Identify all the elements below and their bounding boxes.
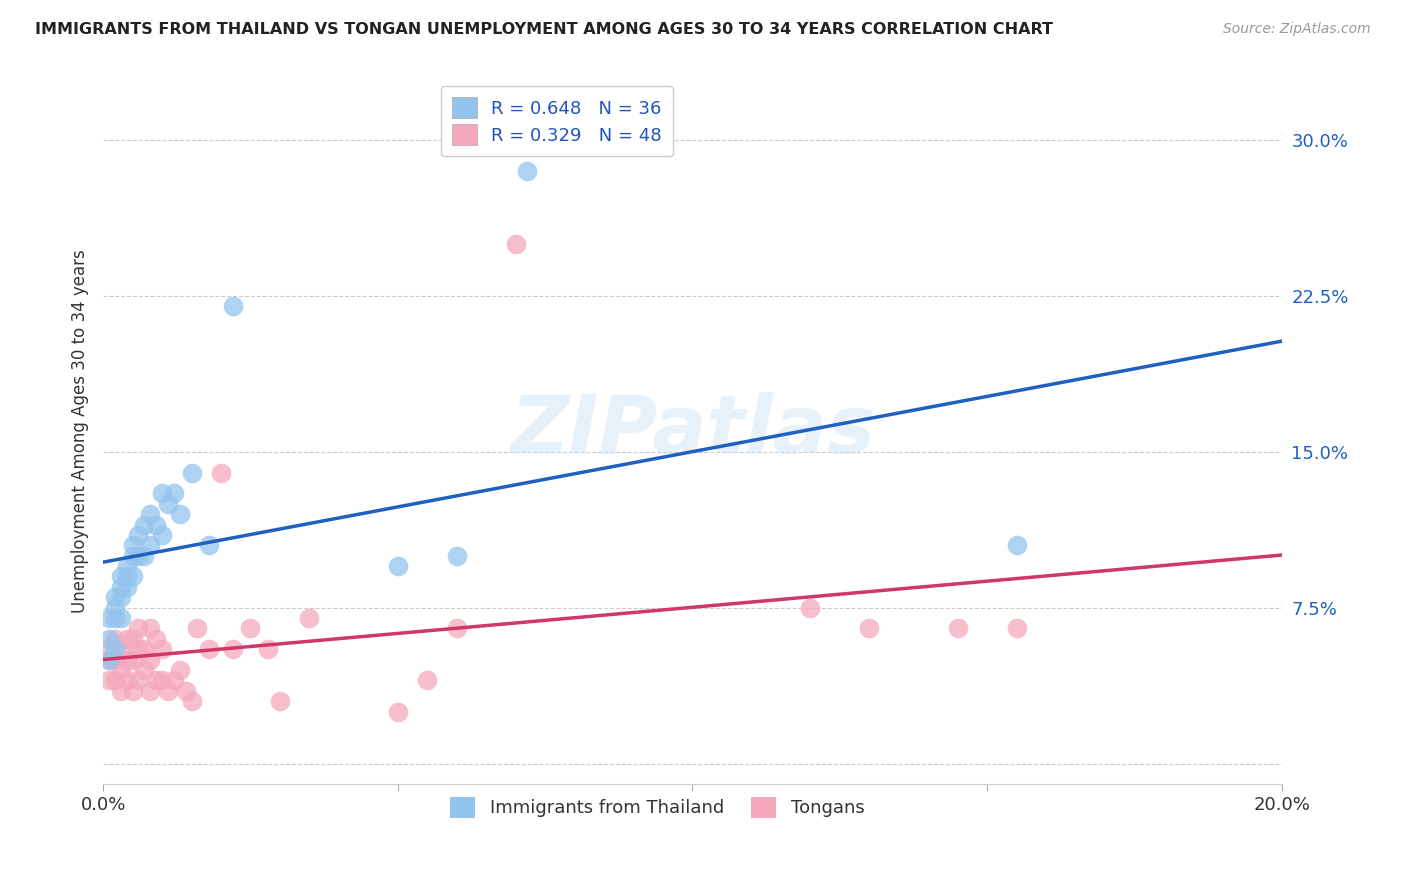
Point xyxy=(98,673,121,688)
Point xyxy=(127,642,149,657)
Point xyxy=(222,299,245,313)
Point xyxy=(134,663,156,677)
Point xyxy=(186,622,208,636)
Point xyxy=(516,164,538,178)
Point xyxy=(505,236,527,251)
Point xyxy=(163,673,186,688)
Point xyxy=(110,580,132,594)
Point xyxy=(134,549,156,563)
Point xyxy=(127,528,149,542)
Point xyxy=(150,486,173,500)
Point xyxy=(104,591,127,605)
Point xyxy=(127,549,149,563)
Legend: Immigrants from Thailand, Tongans: Immigrants from Thailand, Tongans xyxy=(443,789,872,825)
Point xyxy=(257,642,280,657)
Point xyxy=(127,673,149,688)
Point xyxy=(98,653,121,667)
Point xyxy=(163,486,186,500)
Point xyxy=(387,705,409,719)
Point xyxy=(946,622,969,636)
Point xyxy=(127,622,149,636)
Point xyxy=(115,632,138,646)
Point xyxy=(104,673,127,688)
Point xyxy=(198,642,221,657)
Point xyxy=(198,538,221,552)
Point xyxy=(858,622,880,636)
Point xyxy=(446,622,468,636)
Point xyxy=(121,549,143,563)
Point xyxy=(104,632,127,646)
Point xyxy=(104,611,127,625)
Point xyxy=(1005,622,1028,636)
Point xyxy=(98,611,121,625)
Point xyxy=(150,528,173,542)
Point xyxy=(104,642,127,657)
Point xyxy=(98,632,121,646)
Point xyxy=(121,569,143,583)
Point xyxy=(145,673,167,688)
Point xyxy=(104,653,127,667)
Point xyxy=(239,622,262,636)
Point xyxy=(139,507,162,521)
Point xyxy=(209,466,232,480)
Point xyxy=(416,673,439,688)
Point xyxy=(446,549,468,563)
Point xyxy=(150,642,173,657)
Point xyxy=(110,684,132,698)
Point xyxy=(134,642,156,657)
Point xyxy=(799,600,821,615)
Point xyxy=(1005,538,1028,552)
Point xyxy=(180,466,202,480)
Point xyxy=(139,653,162,667)
Point xyxy=(110,591,132,605)
Point xyxy=(387,559,409,574)
Point xyxy=(110,642,132,657)
Point xyxy=(110,569,132,583)
Point xyxy=(269,694,291,708)
Point xyxy=(115,673,138,688)
Text: IMMIGRANTS FROM THAILAND VS TONGAN UNEMPLOYMENT AMONG AGES 30 TO 34 YEARS CORREL: IMMIGRANTS FROM THAILAND VS TONGAN UNEMP… xyxy=(35,22,1053,37)
Point xyxy=(145,517,167,532)
Point xyxy=(169,507,191,521)
Point xyxy=(134,517,156,532)
Point xyxy=(156,497,179,511)
Point xyxy=(110,663,132,677)
Text: ZIPatlas: ZIPatlas xyxy=(510,392,875,470)
Point xyxy=(139,538,162,552)
Point xyxy=(145,632,167,646)
Point xyxy=(222,642,245,657)
Point xyxy=(139,684,162,698)
Point xyxy=(121,684,143,698)
Point xyxy=(98,653,121,667)
Point xyxy=(115,569,138,583)
Point xyxy=(115,653,138,667)
Point xyxy=(139,622,162,636)
Point xyxy=(110,611,132,625)
Point xyxy=(174,684,197,698)
Point xyxy=(121,538,143,552)
Point xyxy=(121,632,143,646)
Point xyxy=(156,684,179,698)
Point xyxy=(115,559,138,574)
Point xyxy=(298,611,321,625)
Point xyxy=(115,580,138,594)
Point xyxy=(121,653,143,667)
Y-axis label: Unemployment Among Ages 30 to 34 years: Unemployment Among Ages 30 to 34 years xyxy=(72,249,89,613)
Point xyxy=(98,642,121,657)
Point xyxy=(169,663,191,677)
Point xyxy=(180,694,202,708)
Point xyxy=(150,673,173,688)
Point xyxy=(104,600,127,615)
Text: Source: ZipAtlas.com: Source: ZipAtlas.com xyxy=(1223,22,1371,37)
